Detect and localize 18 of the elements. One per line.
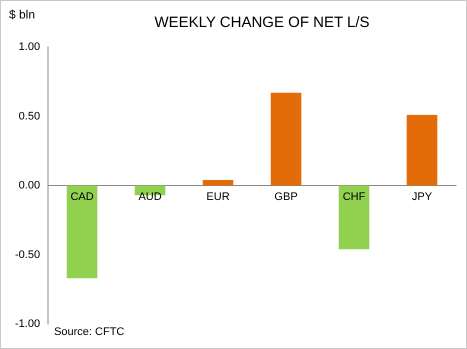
x-tick-label: GBP <box>274 191 298 204</box>
source-note: Source: CFTC <box>54 326 124 338</box>
y-axis-title: $ bln <box>9 7 36 22</box>
x-tick-label: EUR <box>206 191 230 204</box>
y-tick-label: -0.50 <box>14 248 40 261</box>
y-tick-label: -1.00 <box>14 318 40 330</box>
bar <box>202 180 234 186</box>
x-tick-label: CAD <box>70 191 94 204</box>
y-tick-label: 0.50 <box>18 110 40 122</box>
y-tick-label: 0.00 <box>18 180 40 192</box>
bar <box>406 114 438 186</box>
x-tick-label: JPY <box>412 191 433 204</box>
bar <box>270 92 302 186</box>
chart-title: WEEKLY CHANGE OF NET L/S <box>154 14 370 32</box>
y-tick-label: 1.00 <box>18 41 40 54</box>
bar <box>66 186 98 278</box>
bar <box>338 186 370 250</box>
x-tick-label: CHF <box>342 191 366 204</box>
